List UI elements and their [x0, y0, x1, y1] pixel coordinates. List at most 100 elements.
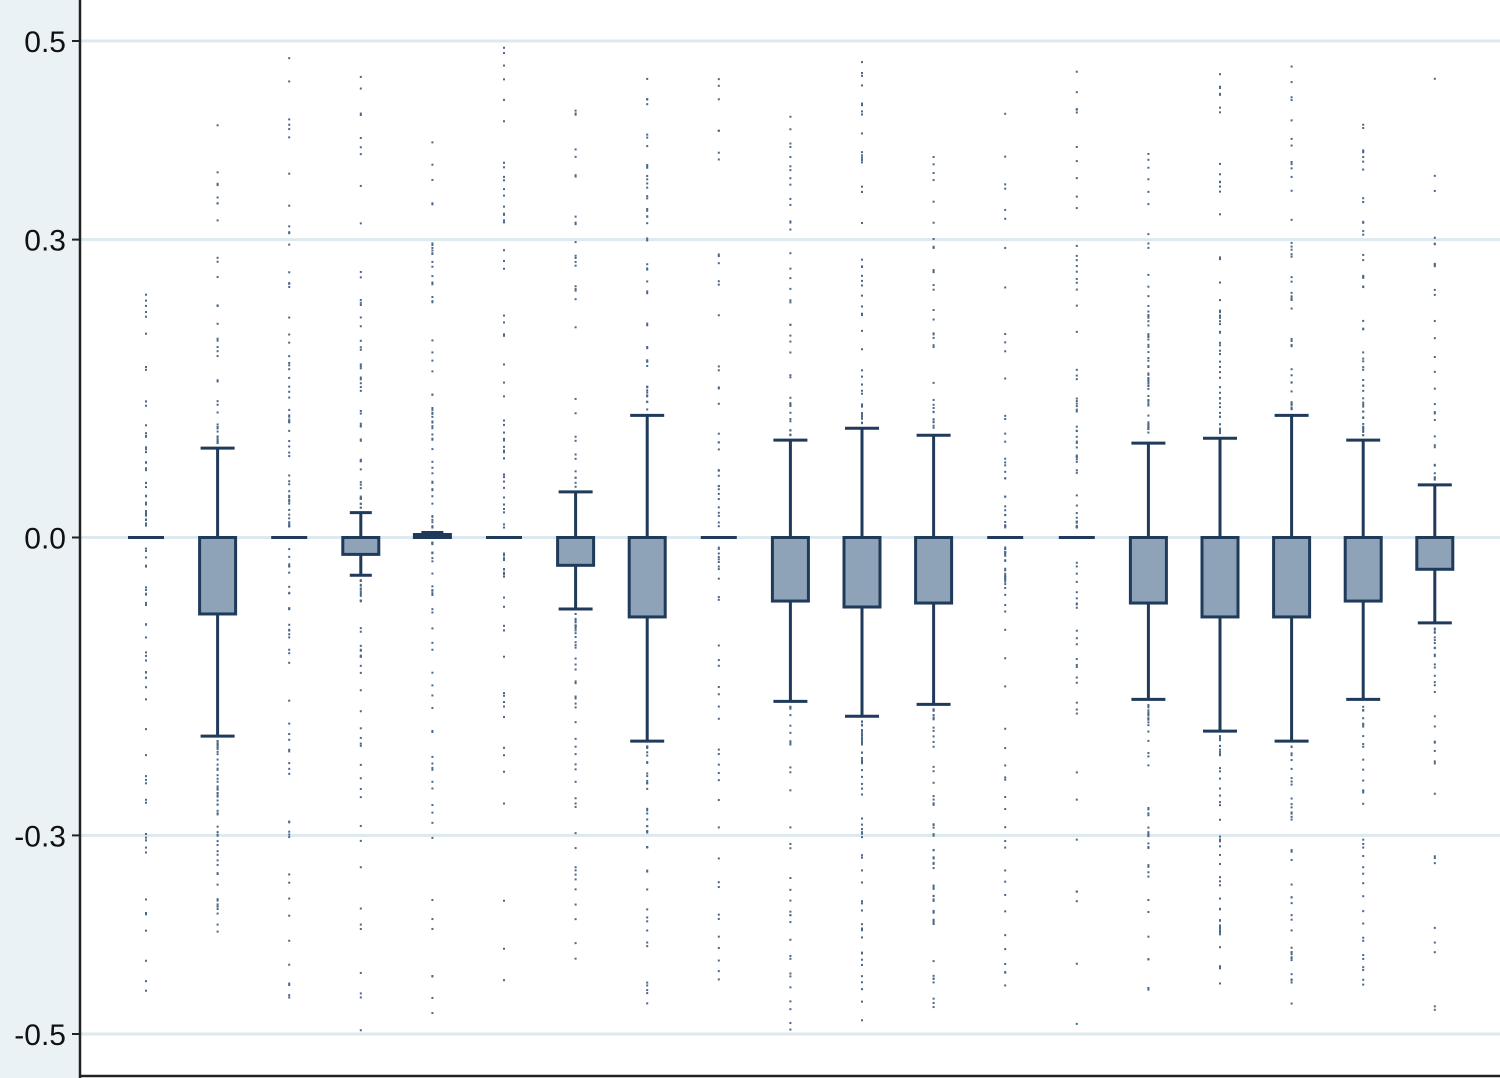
outlier-dot [1075, 521, 1078, 524]
outlier-dot [1004, 155, 1007, 158]
outlier-dot [216, 813, 219, 816]
outlier-dot [1075, 402, 1078, 405]
outlier-dot [932, 246, 935, 249]
outlier-dot [717, 659, 720, 662]
outlier-dot [1004, 795, 1007, 798]
outlier-dot [932, 346, 935, 349]
outlier-dot [789, 1008, 792, 1011]
outlier-dot [1147, 233, 1150, 236]
outlier-dot [431, 589, 434, 592]
outlier-dot [288, 355, 291, 358]
outlier-dot [861, 161, 863, 164]
outlier-dot [1433, 435, 1436, 438]
outlier-dot [503, 194, 505, 197]
outlier-dot [288, 830, 291, 833]
outlier-dot [717, 255, 720, 258]
outlier-dot [861, 383, 863, 386]
outlier-dot [861, 762, 863, 765]
outlier-dot [1004, 440, 1007, 443]
outlier-dot [145, 556, 147, 559]
outlier-dot [1147, 764, 1150, 767]
outlier-dot [574, 632, 577, 635]
outlier-dot [359, 742, 362, 745]
outlier-dot [1362, 791, 1365, 794]
outlier-dot [216, 872, 219, 875]
outlier-dot [431, 359, 434, 362]
outlier-dot [1433, 444, 1436, 447]
outlier-dot [1433, 262, 1436, 265]
outlier-dot [431, 163, 434, 166]
outlier-dot [861, 902, 863, 905]
outlier-dot [1290, 295, 1293, 298]
outlier-dot [646, 787, 649, 790]
outlier-dot [574, 668, 577, 671]
outlier-dot [288, 500, 291, 503]
outlier-dot [789, 877, 792, 880]
outlier-dot [574, 285, 577, 288]
outlier-dot [145, 623, 147, 626]
outlier-dot [932, 798, 935, 801]
outlier-dot [1075, 469, 1078, 472]
outlier-dot [1075, 378, 1078, 381]
outlier-dot [1075, 425, 1078, 428]
outlier-dot [717, 885, 720, 888]
outlier-dot [288, 833, 291, 836]
outlier-dot [1004, 778, 1007, 781]
outlier-dot [1362, 357, 1365, 360]
outlier-dot [932, 333, 935, 336]
outlier-dot [574, 869, 577, 872]
outlier-dot [359, 627, 362, 630]
outlier-dot [1004, 341, 1007, 344]
outlier-dot [1290, 806, 1293, 809]
outlier-dot [861, 951, 863, 954]
outlier-dot [288, 362, 291, 365]
outlier-dot [1219, 750, 1221, 753]
outlier-dot [861, 190, 863, 193]
outlier-dot [1290, 96, 1293, 99]
outlier-dot [1362, 384, 1365, 387]
outlier-dot [145, 315, 147, 318]
outlier-dot [1433, 639, 1436, 642]
outlier-dot [1004, 575, 1007, 578]
outlier-dot [1004, 377, 1007, 380]
outlier-dot [1362, 717, 1365, 720]
outlier-dot [789, 433, 792, 436]
outlier-dot [1075, 400, 1078, 403]
outlier-dot [717, 432, 720, 435]
outlier-dot [216, 763, 219, 766]
outlier-dot [789, 724, 792, 727]
outlier-dot [1219, 309, 1221, 312]
outlier-dot [861, 958, 863, 961]
outlier-dot [861, 265, 863, 268]
outlier-dot [503, 655, 505, 658]
outlier-dot [1433, 855, 1436, 858]
outlier-dot [1219, 92, 1221, 95]
outlier-dot [503, 899, 505, 902]
outlier-dot [932, 309, 935, 312]
outlier-dot [216, 439, 219, 442]
outlier-dot [216, 859, 219, 862]
outlier-dot [359, 583, 362, 586]
outlier-dot [1075, 368, 1078, 371]
box-iqr [627, 536, 667, 619]
outlier-dot [145, 432, 147, 435]
outlier-dot [216, 787, 219, 790]
outlier-dot [1147, 351, 1150, 354]
outlier-dot [216, 905, 219, 908]
outlier-dot [1362, 274, 1365, 277]
outlier-dot [861, 156, 863, 159]
outlier-dot [145, 671, 147, 674]
outlier-dot [431, 393, 434, 396]
outlier-dot [646, 290, 649, 293]
outlier-dot [503, 575, 505, 578]
outlier-dot [288, 722, 291, 725]
outlier-dot [1075, 701, 1078, 704]
outlier-dot [646, 186, 649, 189]
outlier-dot [503, 439, 505, 442]
outlier-dot [1147, 935, 1150, 938]
outlier-dot [288, 271, 291, 274]
outlier-dot [431, 281, 434, 284]
box-iqr [556, 536, 596, 567]
outlier-dot [1004, 509, 1007, 512]
outlier-dot [1362, 708, 1365, 711]
